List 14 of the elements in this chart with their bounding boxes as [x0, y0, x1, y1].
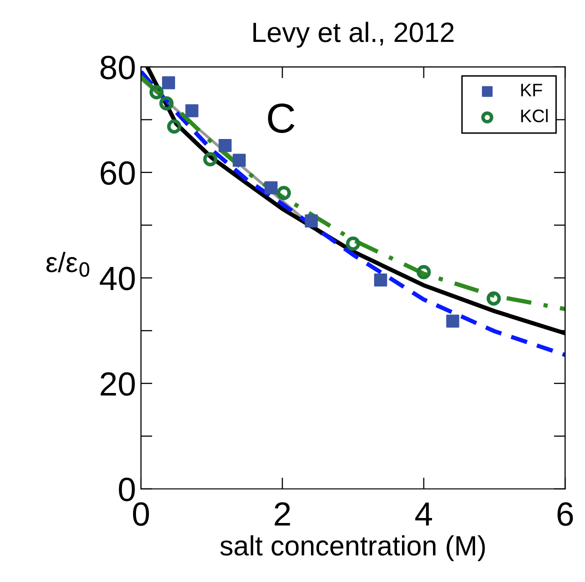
- x-axis-title: salt concentration (M): [220, 535, 485, 562]
- x-tick-label: 6: [558, 502, 573, 526]
- y-tick-label: 0: [118, 478, 135, 502]
- annotation: C: [268, 103, 294, 133]
- y-axis-title: ε/ε$_{0}$: [46, 252, 90, 277]
- y-tick-label: 40: [100, 266, 135, 290]
- y-tick-label: 60: [100, 161, 135, 185]
- y-tick-label: 20: [100, 372, 135, 396]
- legend-label: KF: [521, 84, 542, 96]
- legend-label: KCl: [521, 109, 548, 122]
- x-tick-label: 2: [274, 502, 290, 526]
- y-tick-label: 80: [100, 56, 135, 80]
- chart-title: Levy et al., 2012: [253, 22, 454, 48]
- x-tick-label: 4: [415, 502, 432, 526]
